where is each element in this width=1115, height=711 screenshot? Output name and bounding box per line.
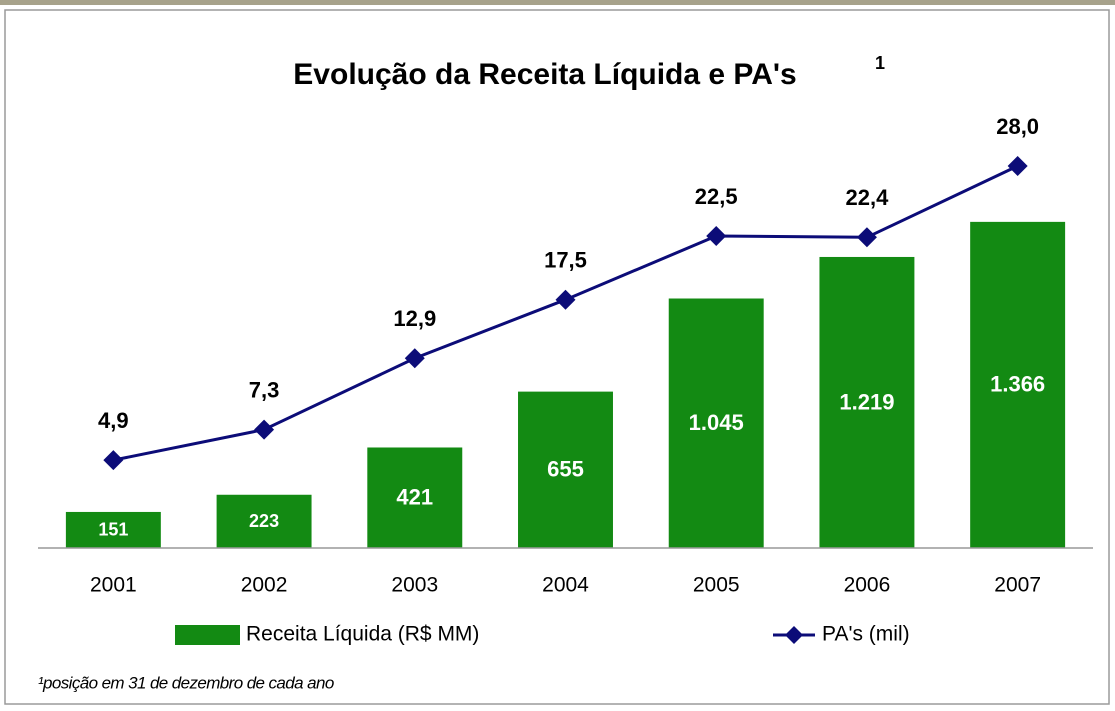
bar-value-label: 421 — [396, 485, 433, 510]
bar — [216, 494, 312, 548]
line-value-label: 17,5 — [544, 248, 587, 273]
bar — [668, 298, 764, 548]
bar — [367, 447, 463, 548]
bar-value-label: 655 — [547, 457, 584, 482]
footnote: ¹posição em 31 de dezembro de cada ano — [38, 673, 334, 692]
bar-value-label: 151 — [98, 520, 128, 540]
bar-value-label: 1.045 — [689, 410, 744, 435]
chart-title: Evolução da Receita Líquida e PA's — [293, 58, 796, 91]
line-value-label: 28,0 — [996, 114, 1039, 139]
bar-value-label: 1.366 — [990, 372, 1045, 397]
line-marker — [555, 289, 576, 310]
x-tick-label: 2007 — [994, 574, 1041, 597]
x-tick-label: 2005 — [693, 574, 740, 597]
x-tick-label: 2001 — [90, 574, 137, 597]
bar-value-label: 223 — [249, 511, 279, 531]
bar — [970, 221, 1066, 548]
x-tick-label: 2003 — [391, 574, 438, 597]
x-tick-label: 2002 — [241, 574, 288, 597]
line-marker — [103, 450, 124, 471]
chart-border — [4, 9, 1110, 705]
x-tick-label: 2006 — [844, 574, 891, 597]
line-marker — [404, 348, 425, 369]
bar — [819, 256, 915, 548]
x-tick-label: 2004 — [542, 574, 589, 597]
bar — [65, 511, 161, 548]
line-value-label: 4,9 — [98, 408, 129, 433]
line-marker — [856, 227, 877, 248]
line-marker — [706, 226, 727, 247]
line-value-label: 22,4 — [846, 185, 890, 210]
line-value-label: 12,9 — [393, 306, 436, 331]
line-marker — [254, 419, 275, 440]
legend-label: PA's (mil) — [822, 623, 910, 646]
title-superscript: 1 — [875, 53, 885, 73]
bar-value-label: 1.219 — [839, 389, 894, 414]
line-value-label: 22,5 — [695, 184, 738, 209]
legend-swatch — [175, 625, 240, 645]
line-marker — [1007, 156, 1028, 176]
legend-label: Receita Líquida (R$ MM) — [246, 623, 479, 646]
legend-swatch — [785, 626, 803, 644]
line-value-label: 7,3 — [249, 377, 280, 402]
bar — [518, 391, 613, 548]
